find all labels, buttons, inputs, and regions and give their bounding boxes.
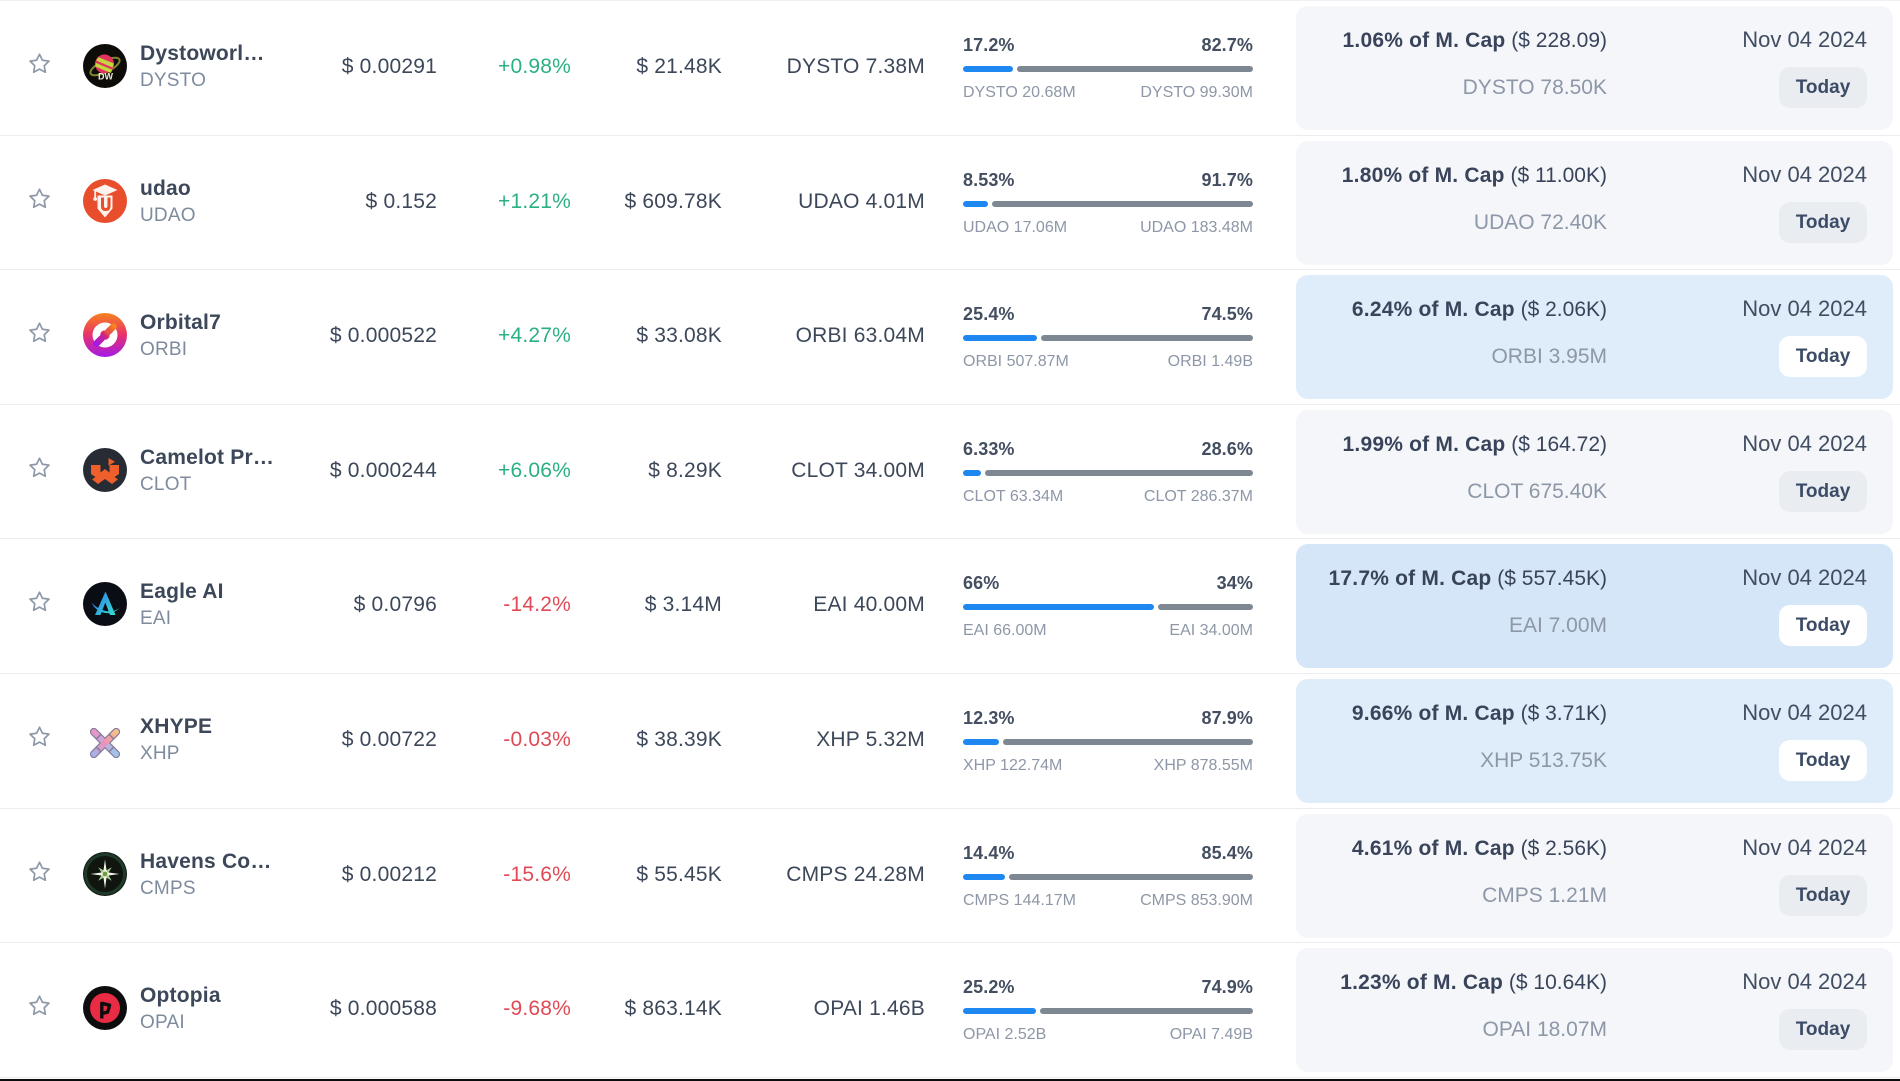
svg-text:DW: DW xyxy=(98,72,113,82)
